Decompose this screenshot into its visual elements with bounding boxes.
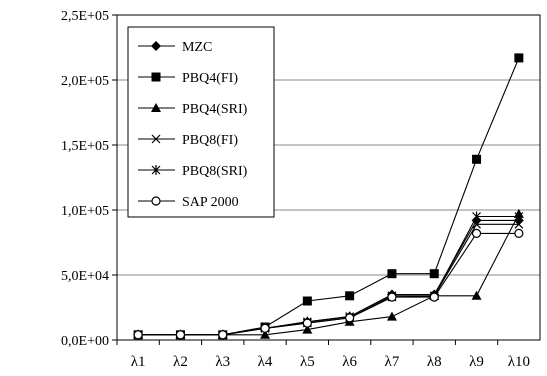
x-tick-label: λ9 bbox=[469, 354, 484, 370]
legend-item: MZC bbox=[138, 40, 212, 55]
data-point bbox=[471, 228, 482, 238]
legend-label: MZC bbox=[182, 40, 212, 55]
legend-box bbox=[127, 26, 275, 218]
legend-label: SAP 2000 bbox=[182, 195, 239, 210]
y-tick-label: 2,0E+05 bbox=[61, 74, 109, 89]
data-point bbox=[514, 228, 524, 238]
series-layer bbox=[133, 53, 524, 340]
legend-label: PBQ8(SRI) bbox=[182, 164, 248, 179]
series-line bbox=[138, 219, 519, 336]
legend-item: PBQ4(SRI) bbox=[138, 102, 248, 117]
x-tick-label: λ5 bbox=[300, 354, 315, 370]
legend-marker bbox=[151, 165, 161, 175]
data-point bbox=[387, 269, 397, 279]
data-point bbox=[514, 53, 524, 63]
y-tick-label: 2,5E+05 bbox=[61, 9, 109, 24]
y-tick-label: 1,0E+05 bbox=[61, 204, 109, 219]
x-tick-label: λ2 bbox=[173, 354, 188, 370]
legend-label: PBQ4(FI) bbox=[182, 71, 238, 86]
series-line bbox=[138, 213, 520, 336]
data-point bbox=[302, 318, 312, 328]
data-point bbox=[260, 329, 271, 339]
data-point bbox=[514, 219, 524, 229]
x-tick-label: λ7 bbox=[385, 354, 400, 370]
series-line bbox=[138, 232, 519, 336]
legend-label: PBQ4(SRI) bbox=[182, 102, 248, 117]
x-tick-label: λ6 bbox=[342, 354, 357, 370]
data-point bbox=[429, 292, 439, 302]
legend: MZC PBQ4(FI) PBQ4(SRI) PBQ8(FI) PBQ8(SRI) SAP… bbox=[127, 26, 275, 218]
data-point bbox=[302, 324, 313, 334]
legend-marker bbox=[151, 41, 161, 51]
x-tick-label: λ10 bbox=[508, 354, 530, 370]
legend-marker bbox=[151, 134, 161, 144]
legend-label: PBQ8(FI) bbox=[182, 133, 238, 148]
legend-item: SAP 2000 bbox=[138, 195, 239, 210]
data-point bbox=[345, 313, 355, 323]
legend-item: PBQ8(FI) bbox=[138, 133, 238, 148]
series-diamond bbox=[133, 215, 524, 340]
data-point bbox=[133, 330, 143, 340]
x-tick-label: λ8 bbox=[427, 354, 442, 370]
x-axis-ticks: λ1 λ2 λ3 λ4 λ5 λ6 λ7 λ8 λ9 λ10 bbox=[116, 340, 530, 370]
y-tick-label: 5,0E+04 bbox=[61, 269, 109, 284]
y-tick-label: 0,0E+00 bbox=[61, 334, 109, 349]
data-point bbox=[302, 296, 312, 306]
data-point bbox=[175, 330, 186, 340]
data-point bbox=[345, 291, 355, 301]
data-point bbox=[472, 154, 482, 164]
data-point bbox=[471, 290, 482, 300]
legend-item: PBQ4(FI) bbox=[138, 71, 238, 86]
series-circle bbox=[133, 228, 524, 340]
legend-marker bbox=[151, 103, 161, 112]
legend-marker bbox=[151, 196, 161, 206]
legend-item: PBQ8(SRI) bbox=[138, 164, 248, 179]
data-point bbox=[514, 211, 524, 222]
data-point bbox=[386, 311, 397, 321]
data-point bbox=[429, 269, 439, 279]
x-tick-label: λ4 bbox=[258, 354, 273, 370]
series-line bbox=[138, 215, 519, 336]
y-axis-ticks: 0,0E+00 5,0E+04 1,0E+05 1,5E+05 2,0E+05 2,5E+… bbox=[61, 9, 117, 349]
data-point bbox=[218, 330, 228, 340]
y-tick-label: 1,5E+05 bbox=[61, 139, 109, 154]
data-point bbox=[472, 211, 481, 222]
data-point bbox=[260, 323, 270, 333]
legend-marker bbox=[151, 72, 161, 82]
data-point bbox=[387, 292, 397, 302]
x-tick-label: λ1 bbox=[131, 354, 146, 370]
series-line bbox=[138, 223, 519, 336]
x-tick-label: λ3 bbox=[215, 354, 230, 370]
